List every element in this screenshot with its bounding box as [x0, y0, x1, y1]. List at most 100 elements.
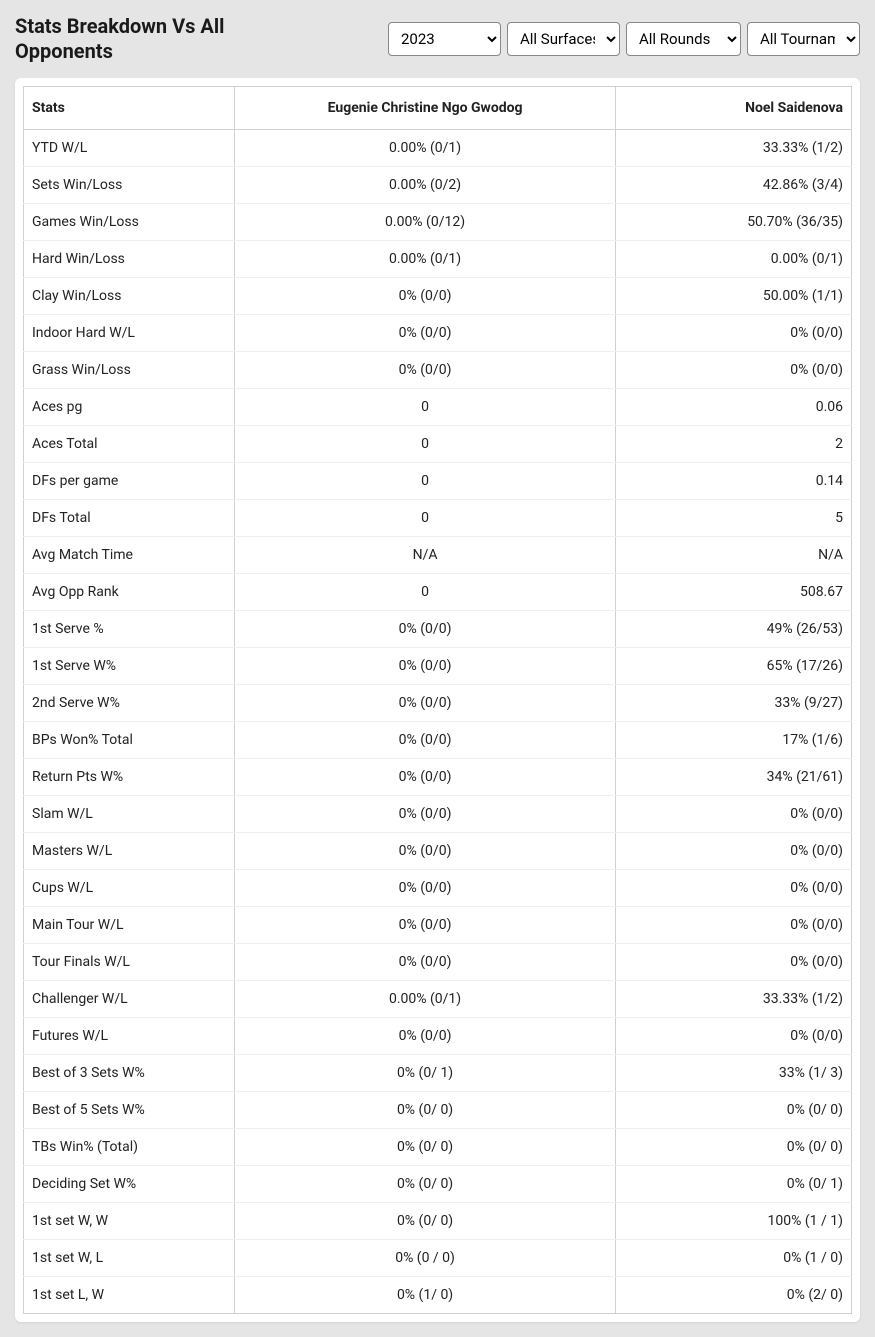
player2-value: 65% (17/26)	[616, 648, 852, 685]
table-row: Futures W/L0% (0/0)0% (0/0)	[24, 1018, 852, 1055]
filters: 2023 All Surfaces All Rounds All Tournam…	[388, 22, 860, 56]
column-header-player1: Eugenie Christine Ngo Gwodog	[235, 87, 616, 130]
player1-value: 0% (0/0)	[235, 352, 616, 389]
table-row: Avg Opp Rank0508.67	[24, 574, 852, 611]
table-row: Challenger W/L0.00% (0/1)33.33% (1/2)	[24, 981, 852, 1018]
page-title: Stats Breakdown Vs All Opponents	[15, 14, 315, 64]
player2-value: N/A	[616, 537, 852, 574]
player1-value: 0	[235, 574, 616, 611]
player1-value: 0	[235, 463, 616, 500]
table-row: Best of 3 Sets W%0% (0/ 1)33% (1/ 3)	[24, 1055, 852, 1092]
stat-label: Games Win/Loss	[24, 204, 235, 241]
player2-value: 0% (0/0)	[616, 907, 852, 944]
player2-value: 0.00% (0/1)	[616, 241, 852, 278]
player2-value: 0.06	[616, 389, 852, 426]
stat-label: Sets Win/Loss	[24, 167, 235, 204]
player1-value: 0% (0/0)	[235, 870, 616, 907]
stat-label: Best of 5 Sets W%	[24, 1092, 235, 1129]
stat-label: Masters W/L	[24, 833, 235, 870]
stat-label: YTD W/L	[24, 130, 235, 167]
player2-value: 0% (0/0)	[616, 315, 852, 352]
table-row: Aces Total02	[24, 426, 852, 463]
player2-value: 33.33% (1/2)	[616, 981, 852, 1018]
player2-value: 0% (1 / 0)	[616, 1240, 852, 1277]
stat-label: Challenger W/L	[24, 981, 235, 1018]
stat-label: Aces pg	[24, 389, 235, 426]
player2-value: 0% (2/ 0)	[616, 1277, 852, 1314]
player1-value: 0	[235, 500, 616, 537]
table-body: YTD W/L0.00% (0/1)33.33% (1/2)Sets Win/L…	[24, 130, 852, 1314]
surface-select[interactable]: All Surfaces	[507, 22, 620, 56]
player2-value: 33% (1/ 3)	[616, 1055, 852, 1092]
player1-value: 0% (0 / 0)	[235, 1240, 616, 1277]
stat-label: Return Pts W%	[24, 759, 235, 796]
player1-value: 0	[235, 426, 616, 463]
table-row: Masters W/L0% (0/0)0% (0/0)	[24, 833, 852, 870]
player2-value: 2	[616, 426, 852, 463]
table-row: Clay Win/Loss0% (0/0)50.00% (1/1)	[24, 278, 852, 315]
tournament-select[interactable]: All Tournaments	[747, 22, 860, 56]
table-row: Grass Win/Loss0% (0/0)0% (0/0)	[24, 352, 852, 389]
table-row: DFs per game00.14	[24, 463, 852, 500]
stat-label: Cups W/L	[24, 870, 235, 907]
player1-value: 0% (0/0)	[235, 759, 616, 796]
player1-value: 0% (0/0)	[235, 907, 616, 944]
stat-label: Slam W/L	[24, 796, 235, 833]
player1-value: 0.00% (0/1)	[235, 130, 616, 167]
player2-value: 0% (0/0)	[616, 870, 852, 907]
table-row: 1st Serve %0% (0/0)49% (26/53)	[24, 611, 852, 648]
player2-value: 33.33% (1/2)	[616, 130, 852, 167]
player1-value: 0% (0/0)	[235, 315, 616, 352]
player2-value: 50.70% (36/35)	[616, 204, 852, 241]
table-row: BPs Won% Total0% (0/0)17% (1/6)	[24, 722, 852, 759]
stat-label: Hard Win/Loss	[24, 241, 235, 278]
stats-card: Stats Eugenie Christine Ngo Gwodog Noel …	[15, 78, 860, 1322]
player1-value: 0% (0/0)	[235, 278, 616, 315]
player1-value: 0% (1/ 0)	[235, 1277, 616, 1314]
column-header-stats: Stats	[24, 87, 235, 130]
stat-label: Main Tour W/L	[24, 907, 235, 944]
stat-label: BPs Won% Total	[24, 722, 235, 759]
header: Stats Breakdown Vs All Opponents 2023 Al…	[0, 0, 875, 78]
player2-value: 508.67	[616, 574, 852, 611]
player2-value: 49% (26/53)	[616, 611, 852, 648]
table-row: Deciding Set W%0% (0/ 0)0% (0/ 1)	[24, 1166, 852, 1203]
round-select[interactable]: All Rounds	[626, 22, 741, 56]
stat-label: 1st Serve W%	[24, 648, 235, 685]
player1-value: 0% (0/0)	[235, 611, 616, 648]
table-row: Indoor Hard W/L0% (0/0)0% (0/0)	[24, 315, 852, 352]
stat-label: Futures W/L	[24, 1018, 235, 1055]
player1-value: 0% (0/0)	[235, 833, 616, 870]
player2-value: 0% (0/0)	[616, 833, 852, 870]
player2-value: 0% (0/0)	[616, 1018, 852, 1055]
table-row: Avg Match TimeN/AN/A	[24, 537, 852, 574]
table-row: 1st set W, W0% (0/ 0)100% (1 / 1)	[24, 1203, 852, 1240]
player1-value: N/A	[235, 537, 616, 574]
year-select[interactable]: 2023	[388, 22, 501, 56]
player2-value: 34% (21/61)	[616, 759, 852, 796]
stat-label: Grass Win/Loss	[24, 352, 235, 389]
stat-label: 1st Serve %	[24, 611, 235, 648]
stat-label: 2nd Serve W%	[24, 685, 235, 722]
player1-value: 0% (0/0)	[235, 685, 616, 722]
player2-value: 0% (0/ 0)	[616, 1129, 852, 1166]
player1-value: 0.00% (0/1)	[235, 241, 616, 278]
player2-value: 17% (1/6)	[616, 722, 852, 759]
player2-value: 0.14	[616, 463, 852, 500]
player1-value: 0.00% (0/2)	[235, 167, 616, 204]
table-row: TBs Win% (Total)0% (0/ 0)0% (0/ 0)	[24, 1129, 852, 1166]
player2-value: 42.86% (3/4)	[616, 167, 852, 204]
player2-value: 100% (1 / 1)	[616, 1203, 852, 1240]
player1-value: 0% (0/ 0)	[235, 1203, 616, 1240]
table-row: Sets Win/Loss0.00% (0/2)42.86% (3/4)	[24, 167, 852, 204]
player2-value: 0% (0/0)	[616, 796, 852, 833]
column-header-player2: Noel Saidenova	[616, 87, 852, 130]
player1-value: 0% (0/0)	[235, 648, 616, 685]
table-row: Cups W/L0% (0/0)0% (0/0)	[24, 870, 852, 907]
player1-value: 0% (0/ 0)	[235, 1092, 616, 1129]
table-header-row: Stats Eugenie Christine Ngo Gwodog Noel …	[24, 87, 852, 130]
stat-label: Avg Match Time	[24, 537, 235, 574]
stat-label: Clay Win/Loss	[24, 278, 235, 315]
stat-label: 1st set L, W	[24, 1277, 235, 1314]
stat-label: Deciding Set W%	[24, 1166, 235, 1203]
